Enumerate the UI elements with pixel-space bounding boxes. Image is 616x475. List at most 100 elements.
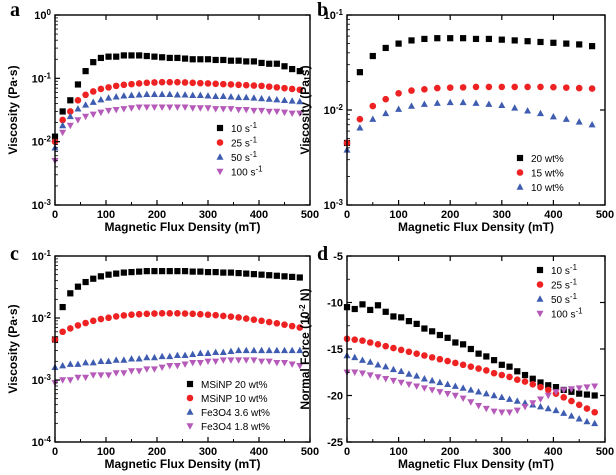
data-point <box>366 358 374 365</box>
data-point <box>369 52 376 60</box>
data-point <box>128 91 135 98</box>
data-point <box>524 38 531 45</box>
data-point <box>266 60 273 67</box>
data-point <box>537 38 544 46</box>
legend-label: 20 wt% <box>531 154 564 165</box>
data-point <box>120 92 128 99</box>
data-point <box>413 350 420 357</box>
x-axis-title: Magnetic Flux Density (mT) <box>104 457 260 471</box>
data-point <box>428 376 436 384</box>
data-point <box>575 415 583 422</box>
data-point <box>135 355 143 362</box>
series-3 <box>343 351 599 427</box>
data-point <box>212 268 219 276</box>
x-tick-label: 100 <box>389 446 407 458</box>
data-point <box>405 370 413 377</box>
data-point <box>159 54 166 61</box>
data-point <box>498 83 506 91</box>
data-point <box>258 346 266 354</box>
x-tick-label: 100 <box>97 209 115 221</box>
data-point <box>151 53 158 60</box>
data-point <box>513 376 521 383</box>
panel-letter: b <box>317 0 328 21</box>
data-point <box>189 79 196 87</box>
series-3 <box>51 346 304 371</box>
data-point <box>544 392 552 400</box>
legend-label: 10 wt% <box>531 183 564 194</box>
data-point <box>537 402 544 410</box>
data-point <box>382 362 390 370</box>
data-point <box>212 358 220 366</box>
data-point <box>173 104 181 111</box>
data-point <box>434 84 441 92</box>
data-point <box>589 43 596 50</box>
data-point <box>227 106 235 113</box>
x-tick-label: 500 <box>301 209 319 221</box>
legend-marker <box>536 266 544 274</box>
x-tick-label: 500 <box>596 446 614 458</box>
series-4 <box>343 369 599 416</box>
data-point <box>382 376 390 383</box>
data-point <box>250 58 257 65</box>
data-point <box>296 346 304 354</box>
y-tick-label: -25 <box>327 437 343 449</box>
data-point <box>265 108 273 116</box>
data-point <box>356 124 364 131</box>
data-point <box>220 269 227 276</box>
data-point <box>189 360 197 367</box>
data-point <box>120 106 128 113</box>
x-tick-label: 200 <box>148 446 166 458</box>
data-point <box>446 98 454 106</box>
data-point <box>575 401 583 409</box>
x-tick-label: 200 <box>441 446 459 458</box>
data-point <box>544 404 552 412</box>
legend-marker <box>216 168 224 176</box>
data-point <box>389 377 397 385</box>
y-tick-label: -5 <box>333 251 343 263</box>
data-point <box>150 90 158 97</box>
data-point <box>158 90 166 97</box>
data-point <box>583 391 591 398</box>
data-point <box>451 392 459 400</box>
data-point <box>475 350 482 357</box>
legend: MSiNP 20 wt% MSiNP 10 wt% Fe3O4 3.6 wt% Fe3… <box>186 380 270 433</box>
legend-label: 50 s-1 <box>231 150 258 165</box>
data-point <box>482 405 490 413</box>
legend-label: 25 s-1 <box>231 135 258 150</box>
y-axis-title: Viscosity (Pa·s) <box>6 304 20 393</box>
data-point <box>74 117 82 124</box>
data-point <box>242 81 250 89</box>
data-point <box>120 269 127 276</box>
data-point <box>235 346 243 354</box>
data-point <box>382 109 390 117</box>
data-point <box>250 346 258 354</box>
data-point <box>390 313 397 320</box>
data-point <box>97 372 105 379</box>
data-point <box>197 268 204 275</box>
y-tick-label: 10-2 <box>324 103 344 118</box>
data-point <box>143 90 151 97</box>
data-point <box>112 82 120 90</box>
data-point <box>374 341 382 348</box>
data-point <box>158 364 166 372</box>
series-1 <box>343 301 598 399</box>
data-point <box>382 308 389 315</box>
data-point <box>120 356 128 363</box>
legend-label: Fe3O4 1.8 wt% <box>201 422 270 433</box>
data-point <box>524 107 532 114</box>
data-point <box>181 79 189 86</box>
data-point <box>265 358 273 366</box>
data-point <box>112 106 120 114</box>
data-point <box>563 40 570 47</box>
data-point <box>82 91 89 99</box>
data-point <box>112 356 120 363</box>
x-tick-label: 0 <box>52 446 58 458</box>
data-point <box>288 322 296 330</box>
data-point <box>490 391 498 399</box>
data-point <box>567 386 575 393</box>
data-point <box>196 91 204 98</box>
data-point <box>135 104 143 111</box>
legend-marker <box>536 295 544 302</box>
data-point <box>66 360 74 367</box>
data-point <box>105 314 112 322</box>
